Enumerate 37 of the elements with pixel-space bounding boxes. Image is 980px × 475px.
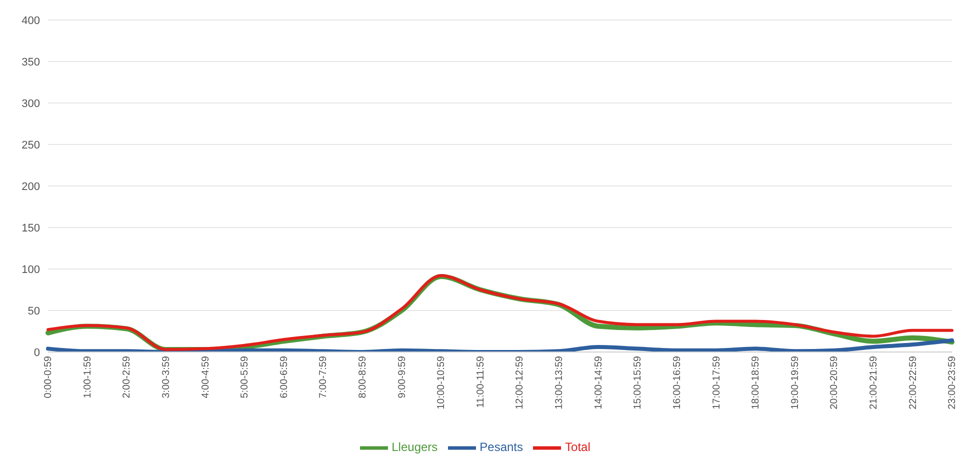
x-tick-label: 19:00-19:59 xyxy=(790,356,801,410)
y-tick-label: 0 xyxy=(34,346,40,359)
y-tick-label: 250 xyxy=(22,139,40,152)
x-tick-label: 9:00-9:59 xyxy=(396,356,408,398)
x-tick-label: 4:00-4:59 xyxy=(200,356,212,398)
x-tick-label: 8:00-8:59 xyxy=(358,356,369,398)
x-tick-label: 1:00-1:59 xyxy=(82,356,94,398)
x-tick-label: 16:00-16:59 xyxy=(672,356,683,410)
x-tick-label: 22:00-22:59 xyxy=(908,356,919,410)
legend-label: Pesants xyxy=(480,440,524,454)
x-tick-label: 7:00-7:59 xyxy=(318,356,330,398)
y-tick-label: 350 xyxy=(22,56,40,68)
x-tick-label: 17:00-17:59 xyxy=(711,356,722,410)
x-tick-label: 10:00-10:59 xyxy=(436,356,448,410)
y-tick-label: 200 xyxy=(22,180,40,193)
y-tick-label: 50 xyxy=(28,305,40,318)
x-tick-label: 18:00-18:59 xyxy=(750,356,762,410)
legend-label: Lleugers xyxy=(392,440,438,454)
x-tick-label: 3:00-3:59 xyxy=(161,356,172,398)
y-tick-label: 300 xyxy=(22,98,40,110)
x-tick-label: 13:00-13:59 xyxy=(554,356,566,410)
x-tick-label: 15:00-15:59 xyxy=(632,356,644,410)
x-tick-label: 23:00-23:59 xyxy=(947,356,958,410)
x-tick-label: 20:00-20:59 xyxy=(829,356,840,410)
x-tick-label: 21:00-21:59 xyxy=(868,356,880,410)
x-tick-label: 5:00-5:59 xyxy=(240,356,251,398)
x-tick-label: 14:00-14:59 xyxy=(593,356,604,410)
x-tick-label: 2:00-2:59 xyxy=(122,356,133,398)
y-tick-label: 150 xyxy=(22,222,40,234)
x-tick-label: 11:00-11:59 xyxy=(475,356,486,408)
legend-label: Total xyxy=(565,440,590,454)
x-tick-label: 6:00-6:59 xyxy=(278,356,290,398)
y-tick-label: 400 xyxy=(22,14,40,27)
line-series xyxy=(46,338,954,352)
y-tick-label: 100 xyxy=(22,264,40,276)
x-tick-label: 12:00-12:59 xyxy=(514,356,526,410)
x-tick-label: 0:00-0:59 xyxy=(43,356,54,398)
